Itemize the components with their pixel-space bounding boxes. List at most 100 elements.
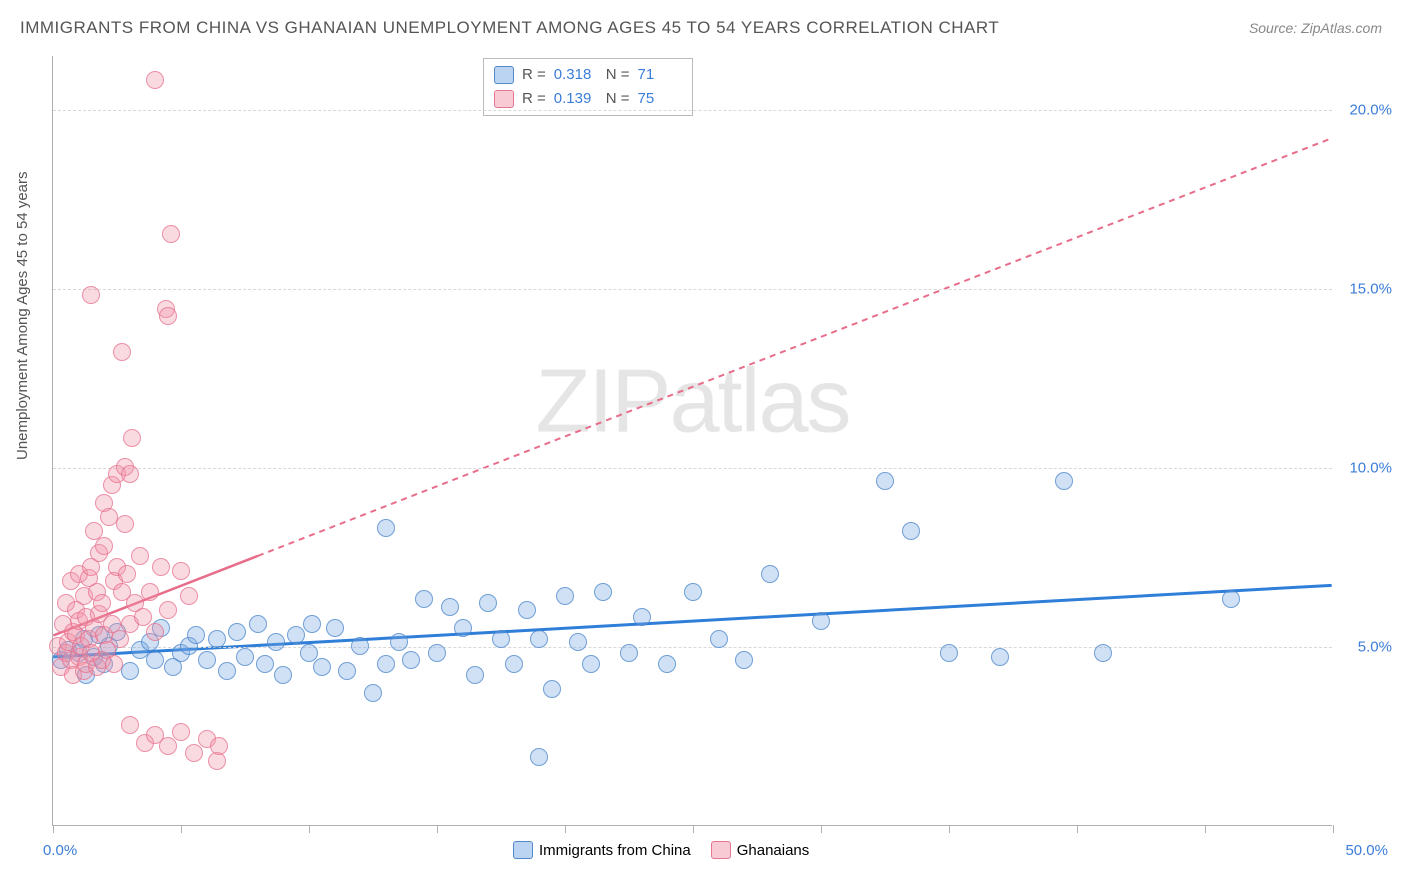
data-point-blue — [236, 648, 254, 666]
x-tick — [1077, 825, 1078, 833]
data-point-blue — [441, 598, 459, 616]
x-tick — [437, 825, 438, 833]
data-point-pink — [121, 465, 139, 483]
data-point-blue — [208, 630, 226, 648]
data-point-blue — [390, 633, 408, 651]
data-point-blue — [274, 666, 292, 684]
swatch-pink-icon — [494, 90, 514, 108]
trend-lines — [53, 56, 1332, 825]
data-point-blue — [326, 619, 344, 637]
data-point-blue — [658, 655, 676, 673]
n-label: N = — [606, 63, 630, 87]
data-point-pink — [105, 655, 123, 673]
data-point-pink — [116, 515, 134, 533]
y-tick-label: 10.0% — [1337, 459, 1392, 476]
data-point-pink — [95, 537, 113, 555]
data-point-blue — [364, 684, 382, 702]
data-point-pink — [121, 716, 139, 734]
data-point-blue — [402, 651, 420, 669]
gridline — [53, 110, 1332, 111]
source-label: Source: ZipAtlas.com — [1249, 20, 1382, 36]
legend-label-pink: Ghanaians — [737, 842, 810, 859]
data-point-blue — [187, 626, 205, 644]
data-point-pink — [159, 307, 177, 325]
data-point-blue — [287, 626, 305, 644]
data-point-pink — [146, 623, 164, 641]
data-point-pink — [118, 565, 136, 583]
stats-row-pink: R = 0.139 N = 75 — [494, 87, 682, 111]
n-label: N = — [606, 87, 630, 111]
y-tick-label: 15.0% — [1337, 280, 1392, 297]
data-point-blue — [594, 583, 612, 601]
data-point-blue — [505, 655, 523, 673]
data-point-pink — [113, 343, 131, 361]
data-point-pink — [93, 594, 111, 612]
y-axis-label: Unemployment Among Ages 45 to 54 years — [14, 171, 31, 460]
data-point-blue — [543, 680, 561, 698]
data-point-blue — [377, 655, 395, 673]
data-point-blue — [454, 619, 472, 637]
legend-label-blue: Immigrants from China — [539, 842, 691, 859]
x-tick — [181, 825, 182, 833]
data-point-blue — [492, 630, 510, 648]
series-legend: Immigrants from China Ghanaians — [513, 841, 809, 859]
x-tick — [1205, 825, 1206, 833]
data-point-blue — [267, 633, 285, 651]
data-point-blue — [303, 615, 321, 633]
data-point-blue — [466, 666, 484, 684]
chart-title: IMMIGRANTS FROM CHINA VS GHANAIAN UNEMPL… — [20, 18, 999, 38]
data-point-blue — [812, 612, 830, 630]
data-point-pink — [185, 744, 203, 762]
data-point-pink — [123, 429, 141, 447]
x-tick — [309, 825, 310, 833]
x-tick — [53, 825, 54, 833]
data-point-blue — [1094, 644, 1112, 662]
data-point-blue — [991, 648, 1009, 666]
data-point-pink — [82, 286, 100, 304]
data-point-blue — [228, 623, 246, 641]
data-point-pink — [162, 225, 180, 243]
legend-item-pink: Ghanaians — [711, 841, 810, 859]
watermark: ZIPatlas — [535, 351, 849, 454]
data-point-pink — [131, 547, 149, 565]
data-point-pink — [141, 583, 159, 601]
x-tick — [821, 825, 822, 833]
data-point-pink — [180, 587, 198, 605]
data-point-blue — [218, 662, 236, 680]
data-point-blue — [415, 590, 433, 608]
x-max-label: 50.0% — [1345, 842, 1388, 859]
x-tick — [693, 825, 694, 833]
data-point-blue — [684, 583, 702, 601]
data-point-blue — [569, 633, 587, 651]
x-tick — [949, 825, 950, 833]
y-tick-label: 5.0% — [1337, 638, 1392, 655]
x-min-label: 0.0% — [43, 842, 77, 859]
data-point-blue — [198, 651, 216, 669]
data-point-blue — [582, 655, 600, 673]
data-point-blue — [876, 472, 894, 490]
data-point-blue — [518, 601, 536, 619]
stats-row-blue: R = 0.318 N = 71 — [494, 63, 682, 87]
data-point-pink — [146, 71, 164, 89]
data-point-blue — [338, 662, 356, 680]
r-label: R = — [522, 87, 546, 111]
data-point-blue — [530, 630, 548, 648]
data-point-blue — [351, 637, 369, 655]
data-point-pink — [172, 562, 190, 580]
n-value-pink: 75 — [638, 87, 682, 111]
data-point-pink — [159, 737, 177, 755]
x-tick — [1333, 825, 1334, 833]
data-point-blue — [121, 662, 139, 680]
gridline — [53, 289, 1332, 290]
data-point-blue — [249, 615, 267, 633]
data-point-blue — [761, 565, 779, 583]
data-point-blue — [735, 651, 753, 669]
data-point-blue — [377, 519, 395, 537]
data-point-blue — [146, 651, 164, 669]
data-point-blue — [902, 522, 920, 540]
data-point-pink — [210, 737, 228, 755]
data-point-blue — [710, 630, 728, 648]
data-point-blue — [940, 644, 958, 662]
r-value-pink: 0.139 — [554, 87, 598, 111]
data-point-blue — [479, 594, 497, 612]
